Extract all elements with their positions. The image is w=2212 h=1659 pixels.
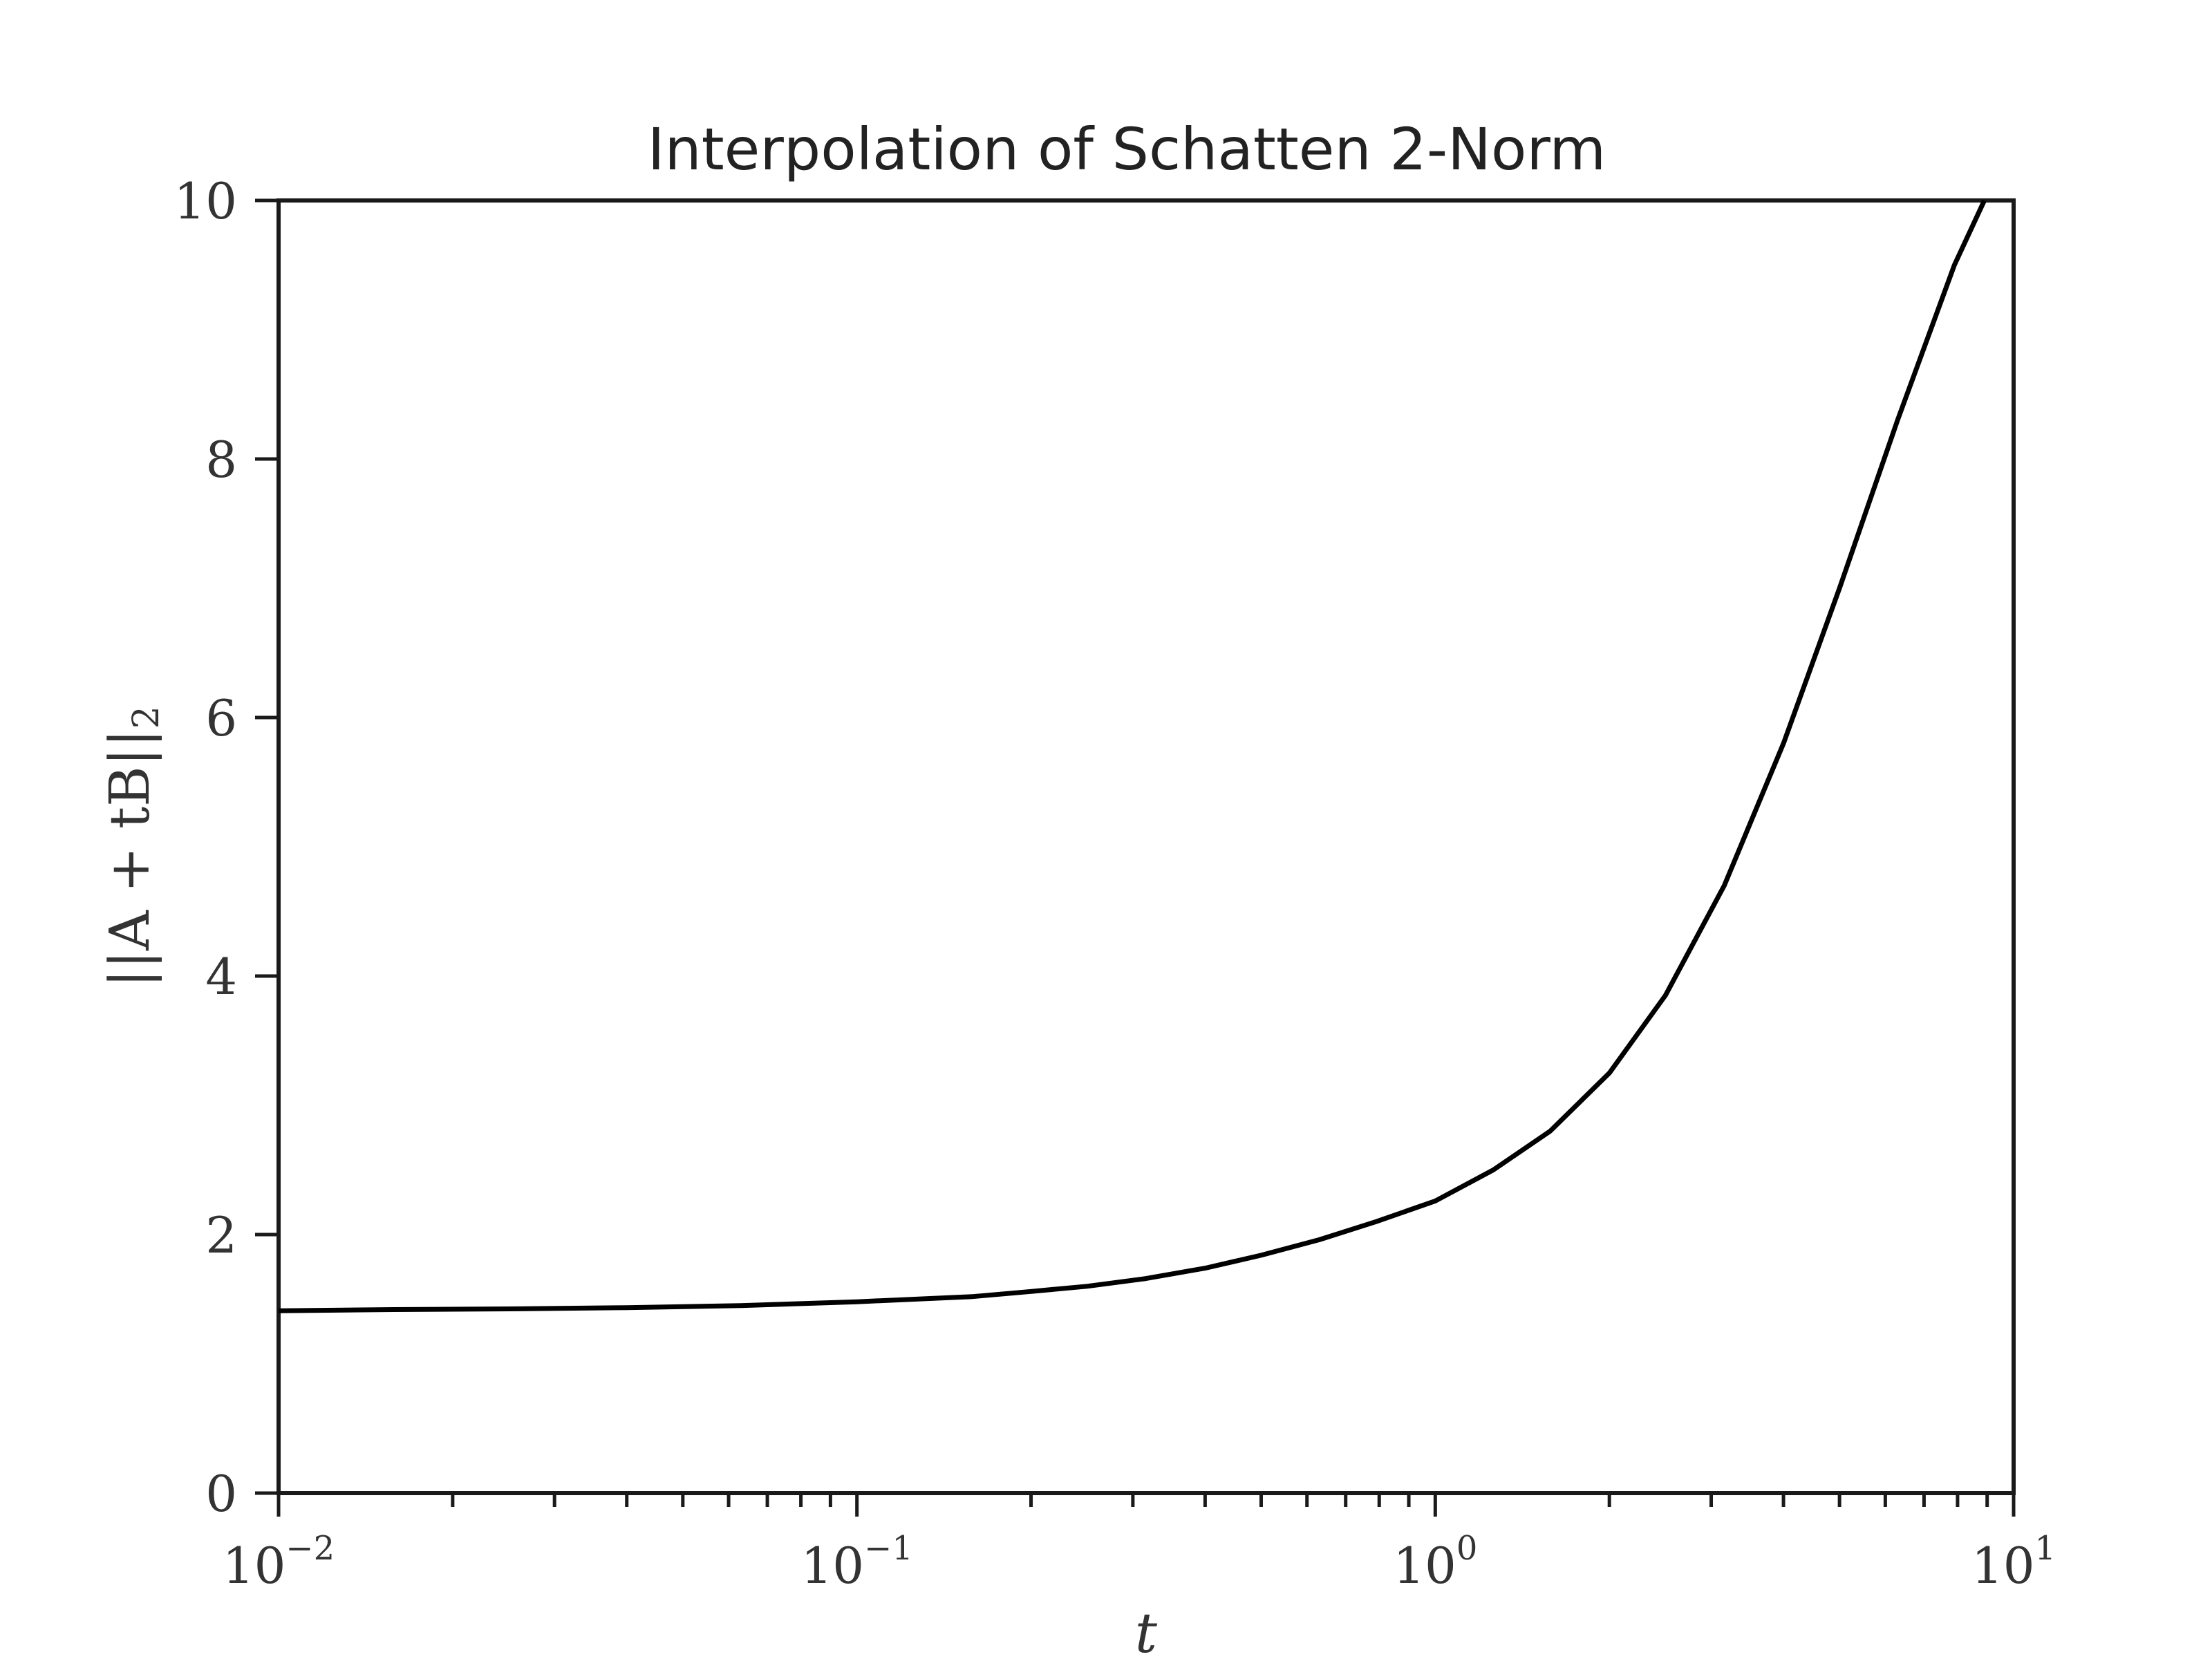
y-tick-label: 8 [205,431,237,489]
ticks [255,198,2016,1517]
y-tick-label: 2 [205,1206,237,1264]
y-tick-label: 4 [205,948,237,1006]
x-tick-label: 101 [1971,1529,2056,1595]
x-tick-label: 100 [1393,1529,1477,1595]
x-tick-label: 10−1 [800,1529,912,1595]
y-axis-label-main: ||A + tB|| [97,729,162,987]
y-tick-label: 6 [205,689,237,747]
x-axis-label: t [1135,1601,1158,1659]
plot-frame [276,198,2016,1495]
tick-labels: 0 2 4 6 8 10 10−2 10−1 100 101 [174,172,2056,1595]
chart-title: Interpolation of Schatten 2-Norm [648,115,1606,183]
y-axis-label-sub: 2 [126,706,167,729]
series-line [278,199,1987,1313]
y-tick-label: 10 [174,172,237,230]
x-tick-label: 10−2 [223,1529,335,1595]
y-axis-label: ||A + tB||2 [97,706,167,988]
y-tick-label: 0 [205,1465,237,1523]
